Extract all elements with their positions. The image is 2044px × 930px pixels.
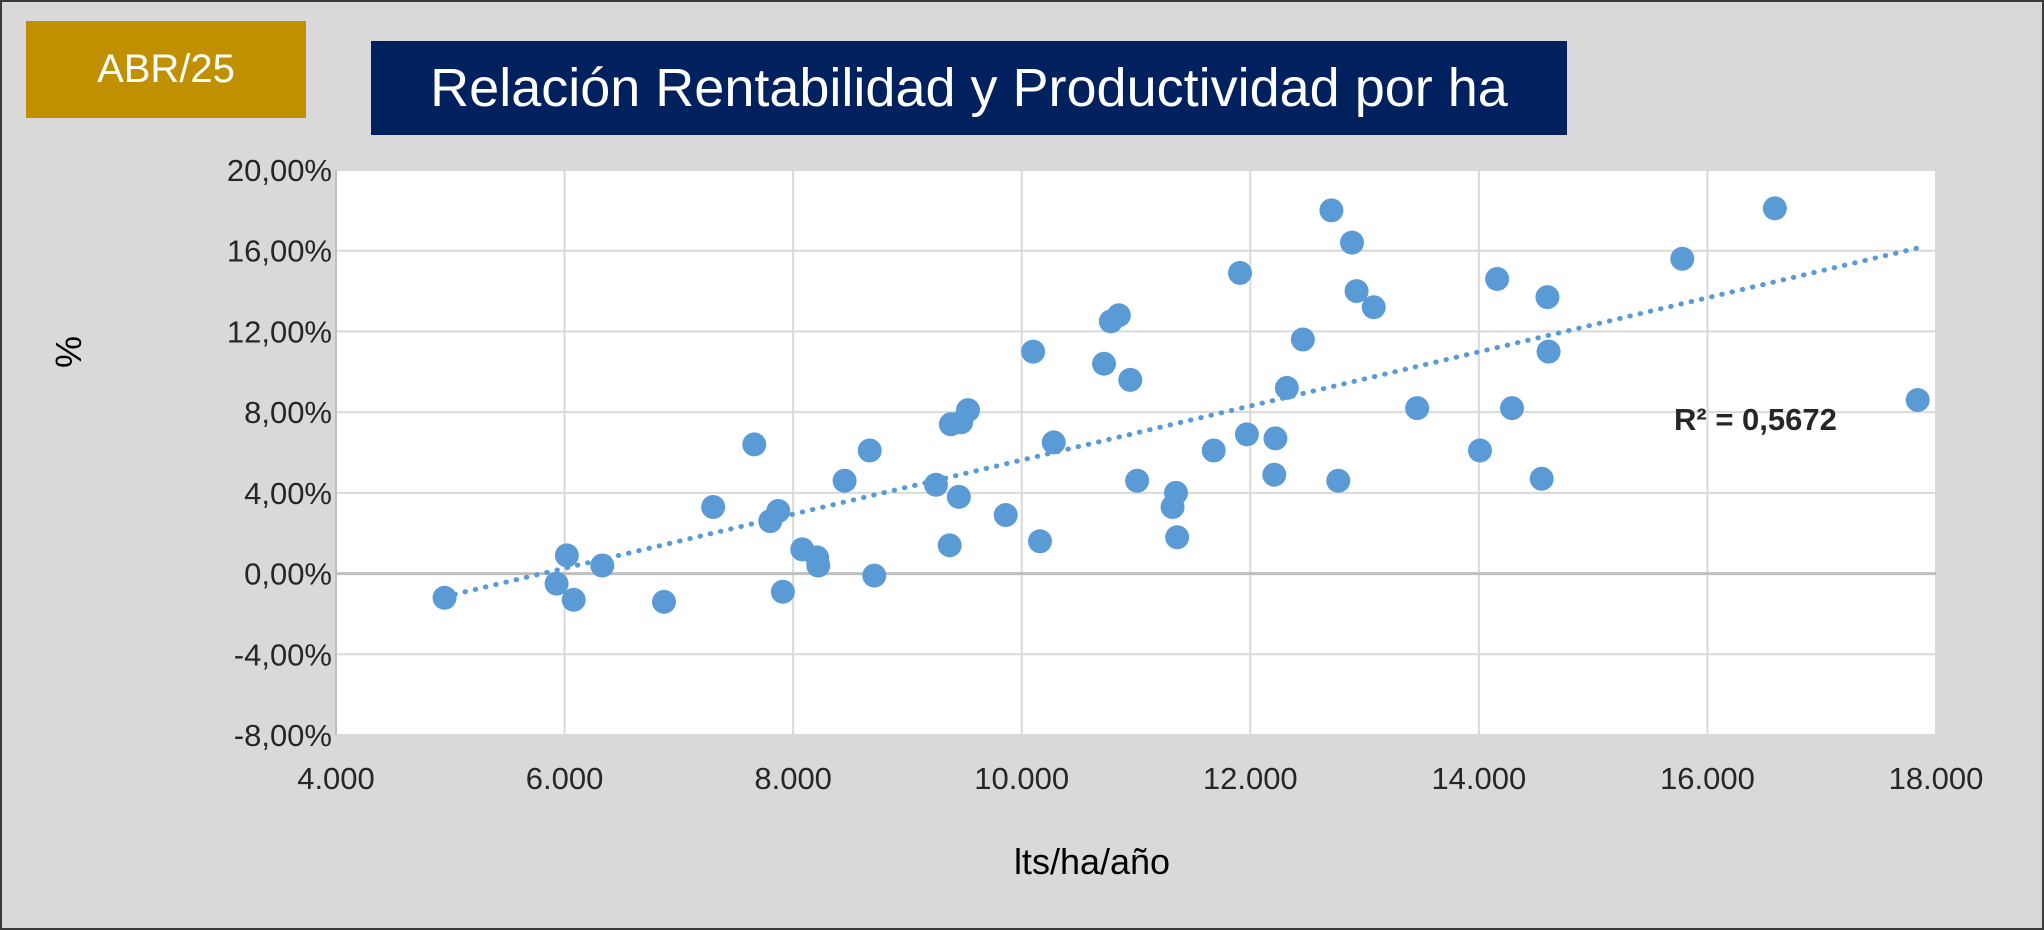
data-point xyxy=(1165,525,1190,550)
data-point xyxy=(652,589,676,614)
date-badge: ABR/25 xyxy=(26,21,306,118)
x-tick-label: 12.000 xyxy=(1203,761,1298,796)
data-point xyxy=(766,499,791,524)
data-point xyxy=(1262,462,1287,487)
x-axis-label: lts/ha/año xyxy=(1014,841,1170,882)
x-tick-label: 4.000 xyxy=(297,761,375,796)
data-point xyxy=(1106,303,1131,328)
data-point xyxy=(993,503,1018,528)
data-point xyxy=(832,468,857,493)
data-point xyxy=(806,553,831,578)
y-axis-label: % xyxy=(48,336,89,368)
data-point xyxy=(1670,246,1695,271)
r-squared-label: R² = 0,5672 xyxy=(1674,402,1837,437)
y-tick-label: 0,00% xyxy=(244,557,332,592)
data-point xyxy=(1234,422,1259,447)
tick-labels: -8,00% -4,00% 0,00% 4,00% 8,00% 12,00% 16,00% 2… xyxy=(227,153,1984,796)
data-point xyxy=(946,484,971,509)
plot-area xyxy=(336,170,1936,735)
data-point xyxy=(1263,426,1288,451)
data-point xyxy=(432,585,457,610)
y-tick-label: 20,00% xyxy=(227,153,332,188)
data-point xyxy=(1228,260,1252,285)
data-point xyxy=(561,587,586,612)
data-point xyxy=(770,579,795,604)
data-point xyxy=(1028,529,1052,554)
data-point xyxy=(1344,279,1369,304)
y-tick-label: 8,00% xyxy=(244,395,332,430)
data-point xyxy=(1125,468,1150,493)
data-point xyxy=(1092,351,1116,376)
data-point xyxy=(701,494,726,519)
data-point xyxy=(1468,438,1492,463)
data-point xyxy=(924,472,948,497)
y-tick-label: -4,00% xyxy=(234,637,332,672)
data-points xyxy=(432,196,1930,614)
chart-title-text: Relación Rentabilidad y Productividad po… xyxy=(430,58,1508,118)
data-point xyxy=(1201,438,1226,463)
x-tick-label: 10.000 xyxy=(974,761,1069,796)
data-point xyxy=(1041,430,1066,455)
data-point xyxy=(1319,198,1344,223)
data-point xyxy=(1021,339,1046,364)
x-tick-label: 8.000 xyxy=(754,761,832,796)
data-point xyxy=(1164,480,1188,505)
data-point xyxy=(1290,327,1315,352)
y-tick-label: -8,00% xyxy=(234,718,332,753)
trendline-layer xyxy=(442,245,1922,600)
x-tick-label: 14.000 xyxy=(1431,761,1526,796)
data-point xyxy=(1535,285,1560,310)
data-point xyxy=(554,543,579,568)
trendline xyxy=(442,245,1922,600)
data-point xyxy=(544,571,569,596)
data-point xyxy=(862,563,887,588)
data-point xyxy=(1361,295,1386,320)
data-point xyxy=(1326,468,1351,493)
data-point xyxy=(1405,396,1430,421)
x-tick-label: 16.000 xyxy=(1660,761,1755,796)
x-tick-label: 18.000 xyxy=(1889,761,1984,796)
grid-lines xyxy=(336,169,1937,736)
x-tick-label: 6.000 xyxy=(526,761,604,796)
data-point xyxy=(742,432,767,457)
y-tick-label: 4,00% xyxy=(244,476,332,511)
data-point xyxy=(1485,266,1510,291)
data-point xyxy=(590,553,615,578)
data-point xyxy=(1274,375,1299,400)
y-tick-label: 16,00% xyxy=(227,234,332,269)
data-point xyxy=(857,438,882,463)
y-tick-label: 12,00% xyxy=(227,314,332,349)
data-point xyxy=(1905,388,1930,413)
data-point xyxy=(956,398,980,423)
data-point xyxy=(1529,466,1554,491)
data-point xyxy=(1340,230,1364,255)
data-point xyxy=(1762,196,1787,221)
chart-title: Relación Rentabilidad y Productividad po… xyxy=(371,41,1567,135)
date-badge-text: ABR/25 xyxy=(97,47,235,91)
data-point xyxy=(1118,367,1143,392)
data-point xyxy=(1500,396,1524,421)
data-point xyxy=(937,533,962,558)
data-point xyxy=(1536,339,1561,364)
